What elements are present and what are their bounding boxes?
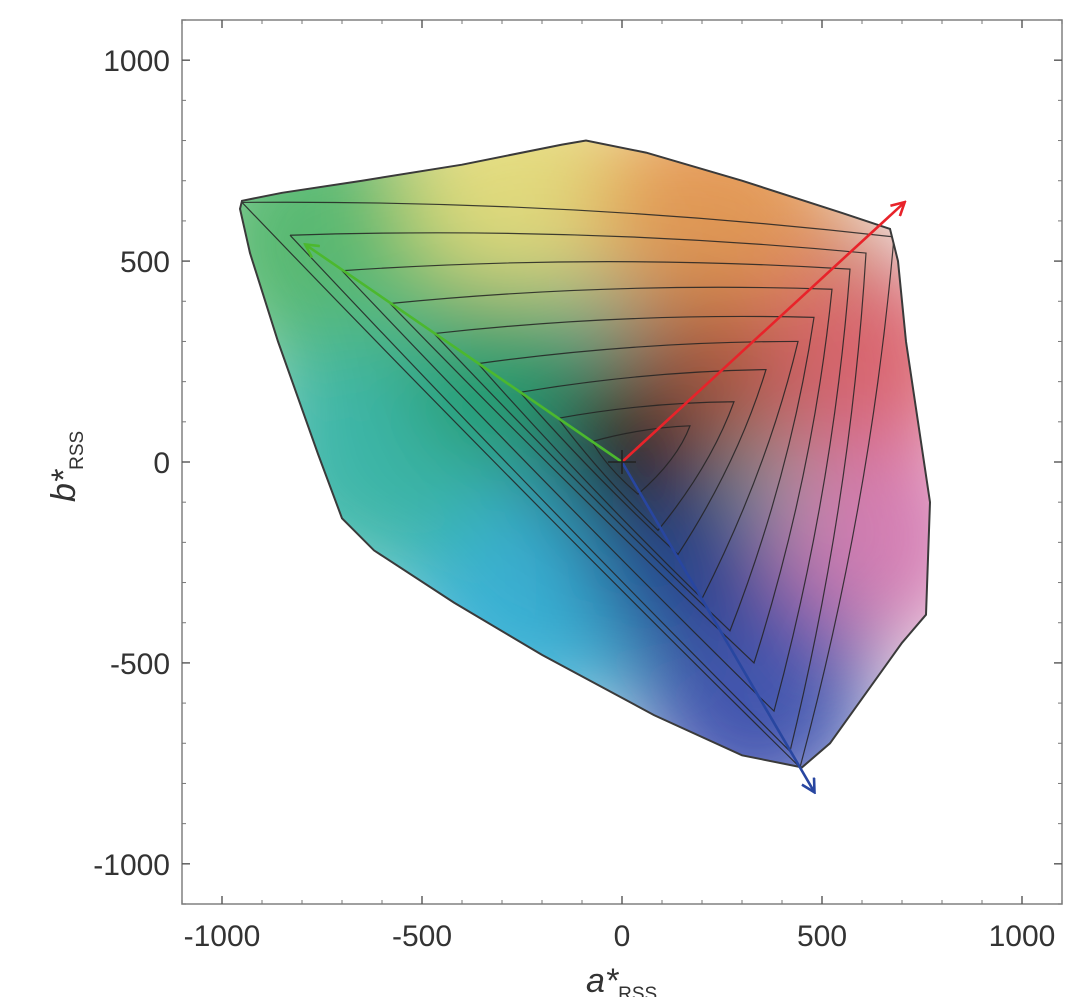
x-tick-label: 1000: [989, 920, 1056, 953]
y-tick-label: 500: [120, 246, 170, 279]
x-tick-label: 0: [614, 920, 631, 953]
axis-arrows: [306, 203, 904, 792]
contour-lines: [241, 201, 895, 768]
origin-marker: [608, 450, 636, 474]
red-arrow: [621, 203, 904, 463]
contour-line: [591, 425, 691, 495]
color-blob: [778, 438, 930, 647]
y-axis-title: b*RSS: [45, 431, 88, 502]
contour-line: [389, 286, 833, 665]
y-axis-ticks: -1000 -500 0 500 1000: [93, 19, 1062, 905]
green-arrow: [306, 245, 623, 464]
blue-arrow: [620, 461, 814, 791]
x-axis-title: a*RSS: [586, 962, 657, 997]
contour-line: [557, 401, 735, 532]
contour-line: [241, 201, 895, 768]
y-tick-label: 1000: [103, 45, 170, 78]
y-tick-label: 0: [153, 447, 170, 480]
contour-line: [289, 232, 867, 753]
x-tick-label: 500: [797, 920, 847, 953]
gamut-outline: [238, 139, 932, 769]
x-tick-label: -1000: [184, 920, 261, 953]
contour-line: [477, 340, 799, 600]
y-tick-label: -500: [110, 648, 170, 681]
y-tick-label: -1000: [93, 849, 170, 882]
x-tick-label: -500: [392, 920, 452, 953]
contour-line: [433, 315, 815, 632]
contour-line: [341, 261, 851, 713]
contour-line: [519, 368, 767, 556]
color-blob: [402, 140, 642, 301]
x-axis-ticks: -1000 -500 0 500 1000: [181, 20, 1063, 953]
